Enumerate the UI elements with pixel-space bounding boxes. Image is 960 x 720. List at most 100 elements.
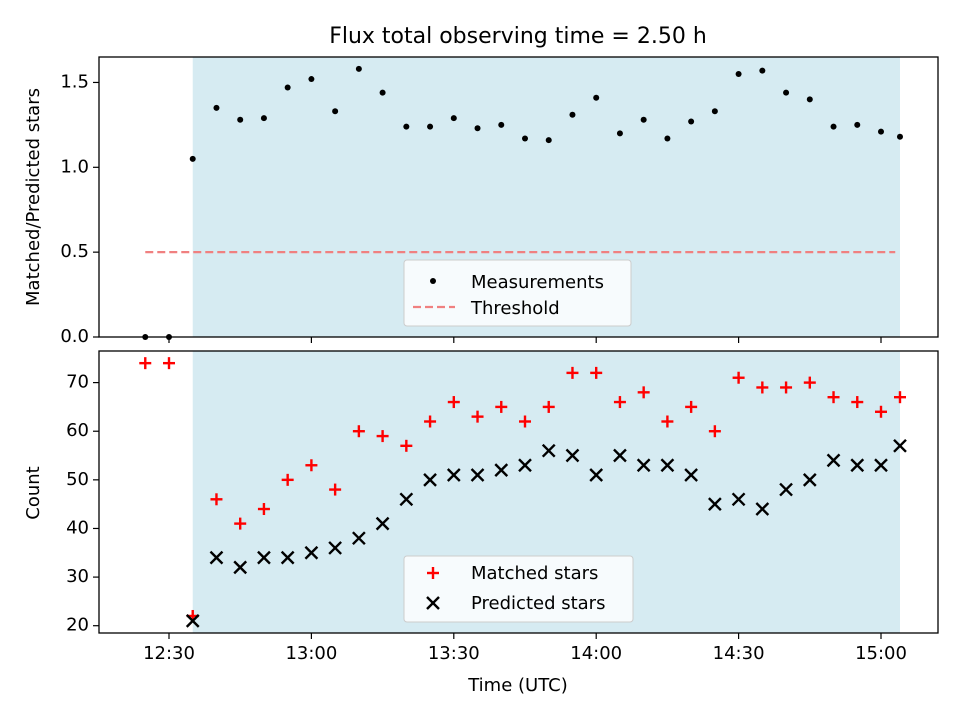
- predicted-marker-b: [494, 463, 509, 477]
- legend-measurements-label: Measurements: [471, 272, 604, 293]
- predicted-marker-b: [636, 458, 651, 473]
- predicted-star-point: [375, 516, 390, 531]
- matched-star-point: [803, 376, 816, 389]
- predicted-marker-b: [589, 468, 604, 482]
- matched-star-point: [685, 400, 698, 413]
- predicted-marker-b: [233, 560, 248, 575]
- predicted-marker-b: [755, 502, 770, 516]
- predicted-star-point: [185, 613, 200, 628]
- matched-star-point: [566, 366, 579, 379]
- predicted-star-point: [470, 468, 485, 482]
- matched-star-point: [400, 439, 413, 452]
- x-tick-label: 14:00: [570, 643, 622, 664]
- matched-star-point: [139, 357, 152, 370]
- measurement-point: [522, 135, 528, 142]
- measurement-point: [545, 137, 552, 144]
- predicted-star-point: [874, 458, 888, 473]
- measurement-point: [759, 67, 766, 74]
- matched-star-point: [827, 391, 840, 404]
- measurement-point: [237, 116, 244, 123]
- predicted-star-point: [802, 472, 817, 487]
- legend-matched-marker: [427, 567, 439, 579]
- y-tick-label: 0.0: [60, 326, 89, 347]
- bottom-x-ticks: 12:30 13:00 13:30 14:00 14:30 15:00: [143, 633, 907, 664]
- measurement-point: [284, 84, 291, 91]
- measurement-point: [332, 108, 339, 115]
- predicted-marker-b: [779, 482, 793, 497]
- top-panel: 0.0 0.5 1.0 1.5 Matched/Predicted stars Mea…: [23, 56, 939, 347]
- y-tick-label: 1.5: [60, 71, 89, 92]
- predicted-star-point: [233, 560, 248, 575]
- measurement-point: [830, 123, 837, 130]
- x-tick-label: 13:30: [428, 643, 480, 664]
- count-points: [139, 357, 907, 628]
- measurement-point: [735, 70, 742, 77]
- predicted-marker-b: [660, 458, 675, 473]
- predicted-star-point: [423, 472, 437, 487]
- measurement-point: [854, 121, 861, 128]
- predicted-star-point: [636, 458, 651, 473]
- measurement-point: [640, 116, 647, 123]
- matched-star-point: [305, 459, 318, 472]
- predicted-marker-b: [684, 468, 698, 482]
- bottom-legend: Matched stars Predicted stars: [403, 555, 634, 623]
- top-y-axis-label: Matched/Predicted stars: [23, 88, 44, 306]
- predicted-marker-b: [257, 550, 271, 565]
- legend-predicted-label: Predicted stars: [471, 593, 605, 614]
- predicted-star-point: [731, 492, 746, 507]
- predicted-star-point: [399, 492, 414, 507]
- predicted-marker-b: [399, 492, 414, 507]
- predicted-marker-b: [446, 468, 461, 482]
- y-tick-label: 0.5: [60, 241, 89, 262]
- predicted-marker-b: [518, 458, 532, 473]
- matched-star-point: [613, 396, 626, 409]
- predicted-star-point: [352, 531, 366, 546]
- bottom-legend-box: [403, 555, 634, 623]
- predicted-star-point: [779, 482, 793, 497]
- y-tick-label: 30: [66, 566, 89, 587]
- matched-star-point: [708, 425, 721, 438]
- predicted-marker-b: [613, 448, 627, 463]
- predicted-marker-b: [893, 438, 907, 453]
- matched-star-point: [281, 473, 294, 486]
- matched-star-point: [352, 425, 365, 438]
- predicted-star-point: [518, 458, 532, 473]
- predicted-star-point: [541, 443, 556, 458]
- matched-star-point: [210, 493, 223, 506]
- bottom-y-axis-label: Count: [23, 466, 44, 519]
- matched-star-point: [732, 371, 745, 384]
- predicted-marker-b: [826, 453, 841, 468]
- predicted-star-point: [280, 550, 295, 565]
- y-tick-label: 70: [66, 372, 89, 393]
- predicted-star-point: [850, 458, 865, 473]
- measurement-point: [355, 65, 362, 72]
- top-legend: Measurements Threshold: [403, 259, 632, 327]
- x-tick-label: 14:30: [713, 643, 765, 664]
- top-x-ticks: [168, 337, 882, 343]
- measurement-point: [308, 76, 315, 83]
- predicted-marker-b: [541, 443, 556, 458]
- measurement-point: [189, 155, 196, 162]
- y-tick-label: 1.0: [60, 156, 89, 177]
- matched-star-point: [542, 400, 555, 413]
- predicted-marker-b: [375, 516, 390, 531]
- bottom-y-ticks: 20 30 40 50 60 70: [66, 372, 99, 636]
- legend-threshold-label: Threshold: [470, 298, 560, 319]
- measurement-point: [474, 125, 481, 132]
- legend-measurement-marker: [430, 278, 436, 284]
- predicted-marker-b: [470, 468, 485, 482]
- predicted-marker-b: [328, 541, 342, 555]
- matched-star-point: [447, 396, 460, 409]
- predicted-star-point: [304, 545, 319, 560]
- predicted-star-point: [589, 468, 604, 482]
- predicted-marker-b: [280, 550, 295, 565]
- predicted-marker-b: [304, 545, 319, 560]
- y-tick-label: 20: [66, 615, 89, 636]
- matched-star-point: [329, 483, 342, 496]
- x-tick-label: 12:30: [143, 643, 195, 664]
- predicted-marker-b: [209, 550, 224, 565]
- bottom-panel: 20 30 40 50 60 70 12:30 13:00 13:30 14:00 14:30 15…: [23, 350, 939, 696]
- matched-star-point: [376, 430, 389, 443]
- matched-star-point: [257, 503, 270, 516]
- measurement-point: [806, 96, 813, 103]
